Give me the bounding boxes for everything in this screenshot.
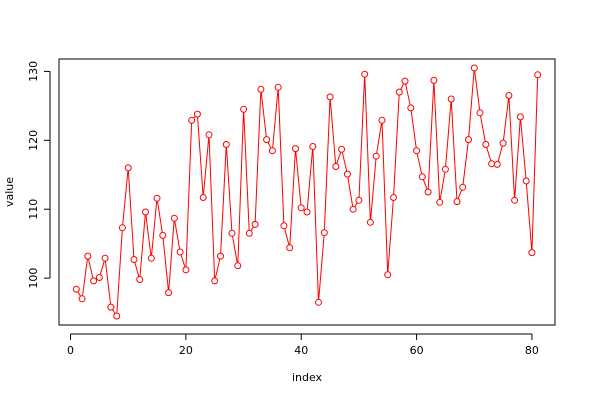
y-tick-label: 110 xyxy=(27,199,40,220)
y-axis: 100 110 120 130 xyxy=(27,61,51,289)
data-point xyxy=(268,147,276,155)
data-point xyxy=(130,256,138,263)
data-point xyxy=(101,254,109,262)
y-axis-label: value xyxy=(3,177,16,207)
data-point xyxy=(320,229,328,237)
plot-box xyxy=(58,58,556,326)
data-point xyxy=(343,170,351,178)
data-point xyxy=(240,105,248,113)
data-point xyxy=(147,254,155,262)
data-point xyxy=(499,139,507,147)
data-point xyxy=(459,183,467,191)
data-point xyxy=(470,64,478,72)
series-line xyxy=(75,67,539,318)
data-point xyxy=(430,76,438,84)
data-point xyxy=(153,194,161,202)
data-point xyxy=(78,295,86,303)
data-point xyxy=(170,214,178,222)
data-point xyxy=(136,276,144,283)
data-point xyxy=(228,229,236,237)
data-point xyxy=(384,271,392,279)
data-point xyxy=(165,289,173,297)
data-point xyxy=(188,116,196,124)
data-point xyxy=(528,249,536,257)
data-point xyxy=(303,208,311,216)
data-point xyxy=(516,113,524,121)
data-point xyxy=(280,222,288,230)
data-point xyxy=(234,262,242,270)
data-point xyxy=(263,136,271,144)
data-point xyxy=(274,83,282,91)
data-point xyxy=(505,92,513,99)
data-point xyxy=(447,95,455,103)
data-point xyxy=(418,173,426,181)
data-point xyxy=(176,248,184,256)
x-tick-label: 60 xyxy=(410,344,424,357)
data-point xyxy=(338,145,346,153)
data-point xyxy=(378,116,386,124)
data-point xyxy=(488,160,496,168)
data-point xyxy=(245,229,253,237)
x-axis-label: index xyxy=(292,371,323,384)
x-tick-label: 40 xyxy=(294,344,308,357)
data-point xyxy=(95,274,103,281)
x-axis: 0 20 40 60 80 xyxy=(67,333,539,357)
y-tick-label: 120 xyxy=(27,130,40,151)
data-point xyxy=(534,71,542,79)
data-point xyxy=(142,208,149,216)
data-point xyxy=(84,252,92,260)
data-point xyxy=(372,152,380,160)
data-point xyxy=(182,266,190,274)
x-tick-label: 20 xyxy=(179,344,193,357)
data-point xyxy=(401,77,409,85)
data-point xyxy=(424,188,432,196)
x-tick-label: 0 xyxy=(67,344,74,357)
data-point xyxy=(493,160,501,168)
data-point xyxy=(522,177,530,185)
data-point xyxy=(118,224,126,232)
y-tick-label: 100 xyxy=(27,268,40,289)
data-point xyxy=(482,141,490,148)
data-point xyxy=(366,218,374,226)
data-point xyxy=(315,298,322,306)
data-point xyxy=(395,88,403,96)
data-points xyxy=(72,64,542,320)
data-point xyxy=(193,110,201,118)
data-point xyxy=(476,109,484,117)
data-point xyxy=(251,220,259,228)
data-point xyxy=(222,141,230,148)
x-tick-label: 80 xyxy=(525,344,539,357)
data-point xyxy=(511,196,519,204)
data-point xyxy=(332,163,340,170)
data-point xyxy=(355,196,363,204)
data-point xyxy=(361,70,369,78)
data-point xyxy=(326,93,334,101)
data-point xyxy=(407,104,415,112)
data-point xyxy=(205,131,213,139)
data-point xyxy=(107,303,115,311)
data-point xyxy=(453,198,461,206)
data-point xyxy=(113,312,121,320)
data-point xyxy=(211,277,219,285)
data-point xyxy=(441,165,449,173)
data-point xyxy=(72,285,80,293)
data-point xyxy=(286,244,294,252)
data-point xyxy=(436,198,444,206)
data-point xyxy=(413,147,421,155)
y-tick-label: 130 xyxy=(27,61,40,82)
data-point xyxy=(309,143,317,150)
data-point xyxy=(257,85,265,93)
data-point xyxy=(297,204,305,212)
data-point xyxy=(159,231,167,239)
data-point xyxy=(390,194,397,201)
data-point xyxy=(349,205,357,213)
data-point xyxy=(465,136,472,144)
data-point xyxy=(292,145,299,153)
data-point xyxy=(124,164,132,172)
data-point xyxy=(90,277,98,285)
data-point xyxy=(217,252,224,260)
data-point xyxy=(199,194,207,201)
